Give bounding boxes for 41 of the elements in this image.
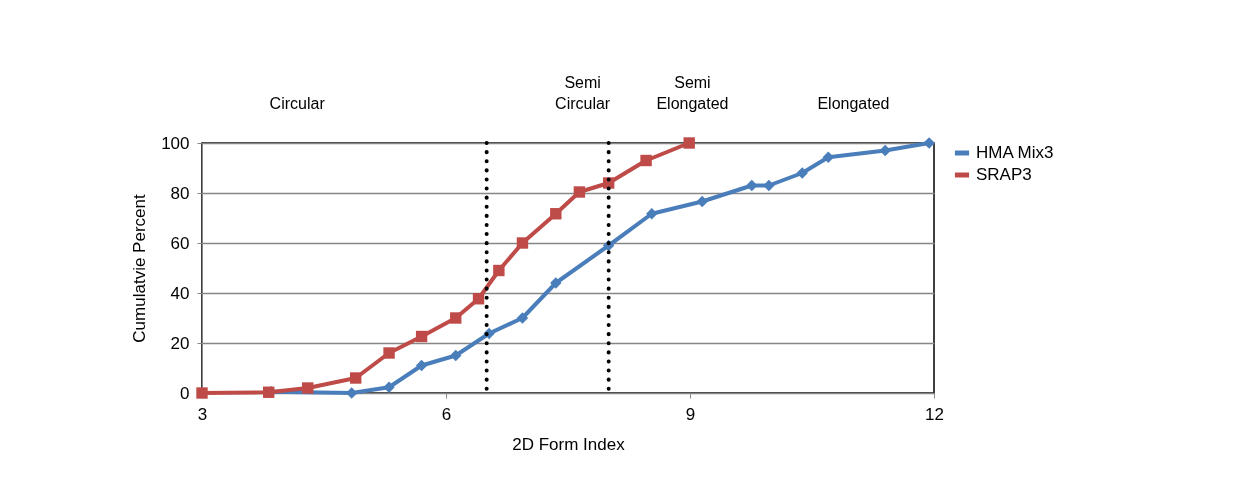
point [550,277,562,289]
point [796,167,808,179]
x-axis-title: 2D Form Index [512,434,626,454]
y-tick-label: 0 [180,383,190,403]
point [493,264,505,277]
text: Semi Elongated [656,74,729,112]
point [696,195,708,208]
text: Elongated [817,95,890,112]
point [683,137,695,149]
text: Circular [269,95,326,112]
point [573,186,586,198]
y-tick-label: 80 [170,183,190,203]
point [516,237,529,249]
point [646,208,658,220]
legend-label: HMA Mix3 [976,143,1054,162]
point [822,151,834,163]
x-tick-label: 6 [441,404,452,424]
point [196,387,208,399]
point [640,154,652,167]
x-tick-label: 12 [925,404,944,424]
point [350,372,362,384]
point [302,382,314,394]
point [472,293,485,305]
y-tick-label: 20 [170,333,190,353]
point [383,347,395,359]
point [415,359,428,372]
point [450,312,462,324]
point [516,312,529,324]
x-tick-label: 9 [685,404,696,424]
point [923,137,935,149]
y-tick-label: 60 [170,233,190,253]
text: Semi Circular [555,74,611,112]
x-tick-label: 3 [197,404,208,424]
point [415,330,428,343]
point [450,349,462,362]
point [550,208,562,220]
legend-label: SRAP3 [976,165,1032,184]
y-axis-title: Cumulatvie Percent [130,194,150,343]
y-tick-label: 100 [161,133,190,153]
point [383,381,395,393]
y-tick-label: 40 [170,283,190,303]
